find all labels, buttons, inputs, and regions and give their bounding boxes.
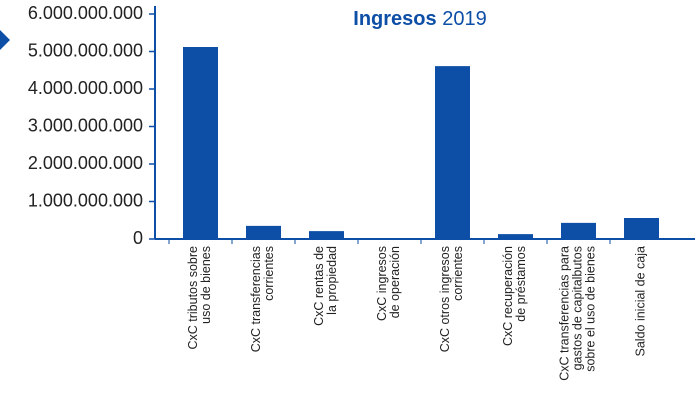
x-tick-label: CxC otros ingresoscorrientes: [438, 246, 465, 352]
x-tick-line: de préstamos: [514, 246, 528, 322]
bar: [183, 47, 218, 239]
x-tick-line: Saldo inicial de caja: [634, 246, 648, 357]
bar: [435, 66, 470, 239]
x-tick-label: CxC ingresosde operación: [375, 246, 402, 321]
x-tick-line: CxC ingresos: [375, 246, 389, 321]
bar: [498, 234, 533, 239]
x-tick-line: la propiedad: [325, 246, 339, 315]
x-tick-line: gastos de capitalbutos: [571, 246, 585, 370]
y-tick-label: 5.000.000.000: [28, 40, 143, 60]
bar: [561, 222, 596, 239]
bar: [624, 218, 659, 239]
x-tick-line: de operación: [388, 246, 402, 318]
y-tick-label: 6.000.000.000: [28, 3, 143, 23]
bar: [246, 225, 281, 239]
x-tick-line: CxC rentas de: [312, 246, 326, 326]
y-tick-label: 4.000.000.000: [28, 78, 143, 98]
y-tick-label: 1.000.000.000: [28, 190, 143, 210]
x-tick-line: sobre el uso de bienes: [584, 246, 598, 372]
x-tick-label: Saldo inicial de caja: [634, 246, 648, 357]
x-tick-label: CxC transferencias paragastos de capital…: [558, 246, 598, 381]
marker-arrow: [0, 30, 10, 50]
title-bold: Ingresos: [353, 8, 436, 30]
chart-title: Ingresos 2019: [353, 8, 486, 30]
title-year: 2019: [442, 8, 487, 30]
x-tick-line: corrientes: [262, 246, 276, 301]
x-tick-line: CxC transferencias: [249, 246, 263, 352]
x-tick-line: uso de bienes: [199, 246, 213, 324]
x-tick-line: corrientes: [451, 246, 465, 301]
x-tick-line: CxC otros ingresos: [438, 246, 452, 352]
x-tick-label: CxC recuperaciónde préstamos: [501, 246, 528, 346]
x-tick-label: CxC transferenciascorrientes: [249, 246, 276, 352]
x-tick-line: CxC recuperación: [501, 246, 515, 346]
x-tick-line: CxC tributos sobre: [186, 246, 200, 350]
bar: [309, 231, 344, 239]
x-tick-label: CxC rentas dela propiedad: [312, 246, 339, 326]
x-tick-label: CxC tributos sobreuso de bienes: [186, 246, 213, 350]
y-tick-label: 2.000.000.000: [28, 153, 143, 173]
x-tick-line: CxC transferencias para: [558, 246, 572, 381]
y-tick-label: 0: [133, 228, 143, 248]
y-tick-label: 3.000.000.000: [28, 115, 143, 135]
